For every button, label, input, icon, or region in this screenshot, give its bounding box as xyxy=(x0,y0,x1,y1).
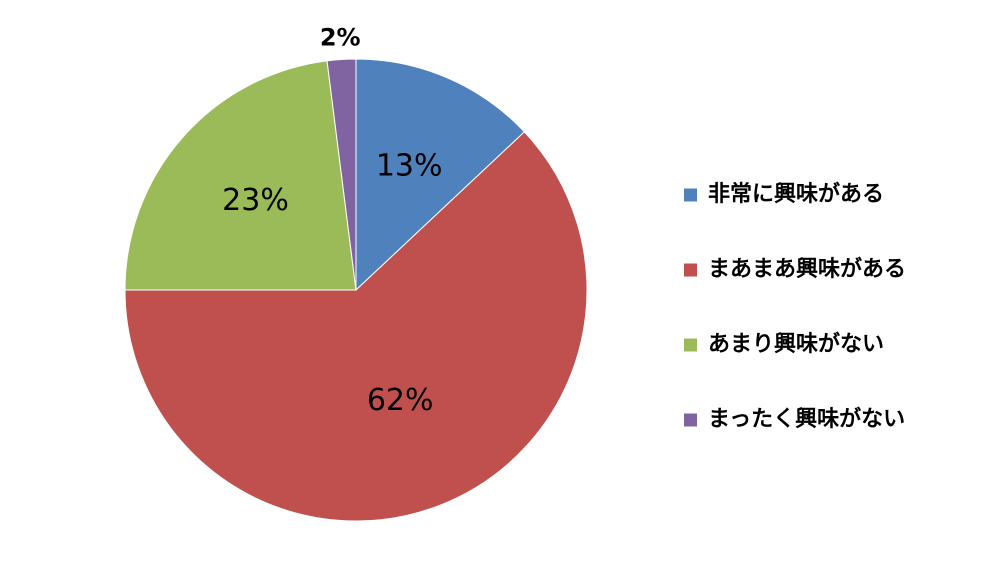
pie-slices xyxy=(124,58,588,522)
slice-label-2: 62% xyxy=(367,383,434,418)
legend-swatch-3 xyxy=(684,338,697,352)
legend-label-2: まあまあ興味がある xyxy=(708,256,906,282)
pie-slice-4 xyxy=(326,58,357,291)
pie-slice-2 xyxy=(124,131,588,522)
slice-label-1: 13% xyxy=(376,149,443,184)
legend-label-4: まったく興味がない xyxy=(708,406,905,432)
slice-label-4: 2% xyxy=(320,24,361,52)
legend-swatch-1 xyxy=(684,188,697,202)
slice-label-3: 23% xyxy=(222,183,289,218)
legend-swatch-4 xyxy=(684,413,697,427)
legend-swatch-2 xyxy=(684,263,697,277)
pie-slice-1 xyxy=(355,58,526,292)
legend-label-3: あまり興味がない xyxy=(708,331,884,357)
legend-label-1: 非常に興味がある xyxy=(708,181,884,207)
pie-slice-3 xyxy=(124,60,357,291)
pie-slice-labels: 13% 62% 23% 2% xyxy=(222,24,442,419)
